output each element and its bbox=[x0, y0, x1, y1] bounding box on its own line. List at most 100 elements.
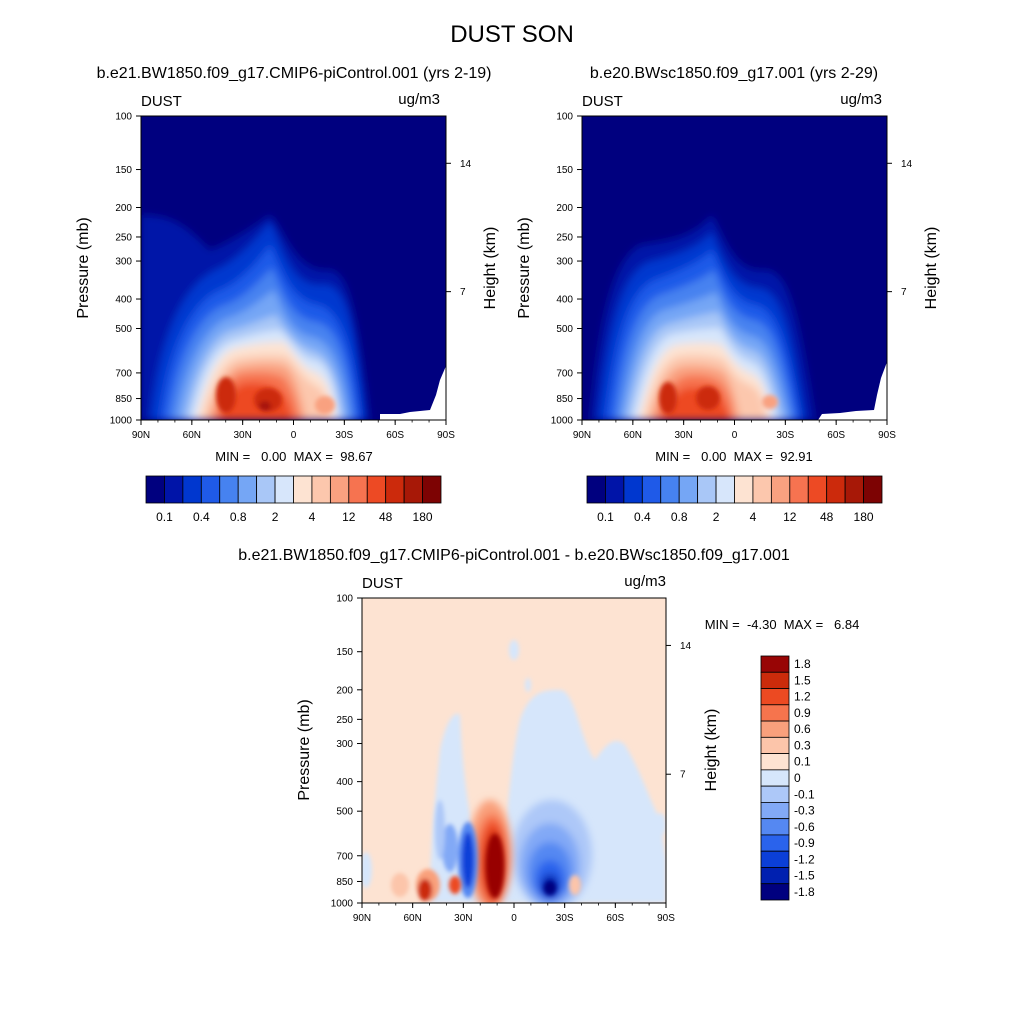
colorbar-box bbox=[200, 475, 221, 504]
y-tick-label: 150 bbox=[336, 647, 353, 658]
panel-left-stats: MIN = 0.00 MAX = 98.67 bbox=[215, 449, 373, 464]
panel-diff-ylabel-right: Height (km) bbox=[703, 709, 720, 792]
colorbar-box bbox=[697, 475, 717, 504]
y-tick-label: 500 bbox=[336, 807, 353, 818]
panel-diff-right-axis: 14 7 bbox=[666, 641, 692, 781]
panel-right-x-axis: 90N 60N 30N 0 30S 60S 90S bbox=[573, 420, 896, 441]
panel-diff-colorbar: 1.8 1.5 1.2 0.9 0.6 0.3 0.1 0 -0.1 -0.3 -0.6 -0.9 -1… bbox=[760, 655, 815, 901]
colorbar-box bbox=[760, 655, 790, 673]
colorbar-label: 0.4 bbox=[193, 510, 210, 524]
colorbar-box bbox=[826, 475, 846, 504]
x-tick-label: 90N bbox=[353, 913, 371, 924]
y-tick-label: 200 bbox=[115, 203, 132, 214]
x-tick-label: 60S bbox=[827, 430, 845, 441]
colorbar-box bbox=[760, 720, 790, 738]
colorbar-label: 2 bbox=[272, 510, 279, 524]
colorbar-label: -1.5 bbox=[794, 869, 815, 883]
x-tick-label: 90S bbox=[437, 430, 455, 441]
y-tick-label: 250 bbox=[115, 232, 132, 243]
y-tick-label: 400 bbox=[336, 777, 353, 788]
colorbar-label: 0.9 bbox=[794, 706, 811, 720]
colorbar-label: 1.8 bbox=[794, 657, 811, 671]
x-tick-label: 60N bbox=[624, 430, 642, 441]
colorbar-box bbox=[586, 475, 606, 504]
colorbar-box bbox=[293, 475, 313, 504]
panel-diff-x-axis: 90N 60N 30N 0 30S 60S 90S bbox=[353, 903, 675, 924]
colorbar-box bbox=[760, 671, 790, 689]
right-tick-label: 14 bbox=[460, 159, 472, 170]
y-tick-label: 850 bbox=[336, 877, 353, 888]
colorbar-box bbox=[422, 475, 442, 504]
panel-diff-title: b.e21.BW1850.f09_g17.CMIP6-piControl.001… bbox=[238, 547, 790, 564]
y-tick-label: 850 bbox=[556, 394, 573, 405]
right-tick-label: 7 bbox=[460, 287, 466, 298]
colorbar-box bbox=[623, 475, 643, 504]
panel-right-units: ug/m3 bbox=[840, 91, 882, 108]
colorbar-label: -1.2 bbox=[794, 852, 815, 866]
panel-right-stats: MIN = 0.00 MAX = 92.91 bbox=[655, 449, 813, 464]
colorbar-label: 0.4 bbox=[634, 510, 651, 524]
colorbar-box bbox=[760, 785, 790, 803]
x-tick-label: 60S bbox=[386, 430, 404, 441]
colorbar-box bbox=[311, 475, 331, 504]
colorbar-box bbox=[863, 475, 883, 504]
panel-right-ylabel: Pressure (mb) bbox=[516, 217, 533, 318]
colorbar-label: 0.8 bbox=[230, 510, 247, 524]
colorbar-box bbox=[678, 475, 699, 504]
colorbar-label: 0.1 bbox=[794, 755, 811, 769]
panel-left: b.e21.BW1850.f09_g17.CMIP6-piControl.001… bbox=[75, 65, 499, 524]
y-tick-label: 1000 bbox=[331, 899, 354, 910]
y-tick-label: 200 bbox=[336, 685, 353, 696]
colorbar-label: 180 bbox=[854, 510, 874, 524]
colorbar-box bbox=[760, 802, 790, 820]
x-tick-label: 60N bbox=[183, 430, 201, 441]
colorbar-label: -0.1 bbox=[794, 787, 815, 801]
y-tick-label: 200 bbox=[556, 203, 573, 214]
panel-left-ylabel-right: Height (km) bbox=[482, 227, 499, 310]
colorbar-box bbox=[752, 475, 772, 504]
y-tick-label: 150 bbox=[556, 165, 573, 176]
colorbar-label: -0.6 bbox=[794, 820, 815, 834]
panel-right-field bbox=[582, 116, 887, 420]
colorbar-box bbox=[760, 688, 790, 706]
colorbar-box bbox=[760, 769, 790, 787]
x-tick-label: 30N bbox=[674, 430, 692, 441]
panel-diff-stats: MIN = -4.30 MAX = 6.84 bbox=[705, 617, 860, 632]
colorbar-box bbox=[164, 475, 184, 504]
right-tick-label: 7 bbox=[901, 287, 907, 298]
x-tick-label: 30S bbox=[776, 430, 794, 441]
colorbar-label: 12 bbox=[783, 510, 797, 524]
colorbar-box bbox=[760, 867, 790, 885]
panel-diff-field bbox=[362, 598, 666, 903]
colorbar-box bbox=[760, 818, 790, 836]
colorbar-label: -0.3 bbox=[794, 804, 815, 818]
x-tick-label: 0 bbox=[732, 430, 738, 441]
colorbar-label: 0.1 bbox=[597, 510, 614, 524]
y-tick-label: 300 bbox=[556, 257, 573, 268]
y-tick-label: 1000 bbox=[110, 416, 133, 427]
colorbar-label: 0.8 bbox=[671, 510, 688, 524]
panel-diff-variable: DUST bbox=[362, 575, 403, 592]
panel-left-field bbox=[141, 116, 446, 420]
colorbar-label: 1.2 bbox=[794, 690, 811, 704]
colorbar-box bbox=[844, 475, 864, 504]
colorbar-label: 4 bbox=[309, 510, 316, 524]
colorbar-box bbox=[760, 736, 790, 754]
panel-right: b.e20.BWsc1850.f09_g17.001 (yrs 2-29) DU… bbox=[516, 65, 940, 524]
y-tick-label: 250 bbox=[556, 232, 573, 243]
colorbar-box bbox=[182, 475, 202, 504]
panel-diff-ylabel: Pressure (mb) bbox=[296, 699, 313, 800]
colorbar-box bbox=[770, 475, 791, 504]
colorbar-box bbox=[734, 475, 754, 504]
y-tick-label: 700 bbox=[115, 368, 132, 379]
panel-left-title: b.e21.BW1850.f09_g17.CMIP6-piControl.001… bbox=[97, 65, 492, 82]
right-tick-label: 14 bbox=[680, 641, 692, 652]
colorbar-label: 180 bbox=[413, 510, 433, 524]
colorbar-label: 2 bbox=[713, 510, 720, 524]
colorbar-box bbox=[641, 475, 662, 504]
y-tick-label: 700 bbox=[336, 851, 353, 862]
colorbar-box bbox=[760, 883, 790, 901]
y-tick-label: 100 bbox=[115, 112, 132, 123]
figure-title: DUST SON bbox=[450, 21, 574, 48]
